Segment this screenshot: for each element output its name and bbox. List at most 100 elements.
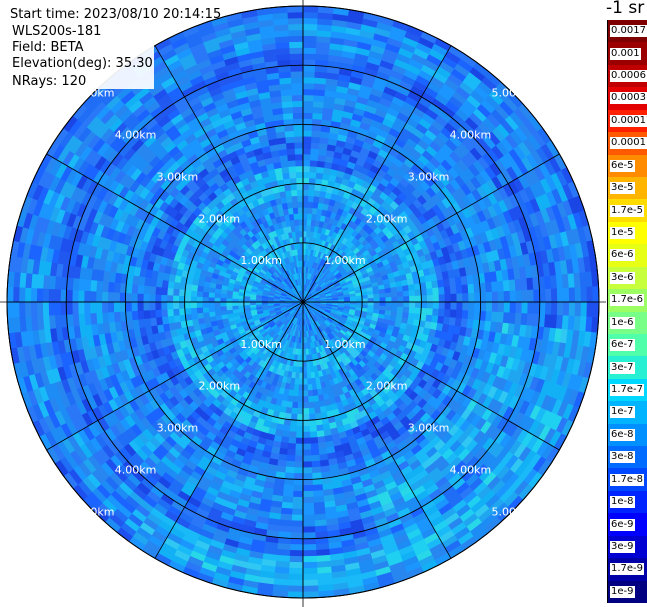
ppi-cell bbox=[309, 425, 317, 433]
ppi-cell bbox=[302, 64, 316, 72]
ppi-cell bbox=[291, 514, 304, 522]
ppi-cell bbox=[373, 301, 381, 307]
ppi-cell bbox=[311, 389, 319, 397]
ppi-cell bbox=[302, 118, 313, 125]
ppi-cell bbox=[367, 294, 375, 299]
ppi-cell bbox=[107, 311, 115, 323]
ppi-cell bbox=[125, 292, 132, 303]
ppi-cell bbox=[302, 354, 307, 362]
ppi-cell bbox=[468, 292, 475, 303]
ppi-cell bbox=[292, 490, 304, 498]
ppi-cell bbox=[302, 88, 315, 96]
ppi-cell bbox=[302, 467, 313, 474]
ppi-cell bbox=[143, 309, 151, 320]
ppi-cell bbox=[302, 58, 317, 66]
ppi-cell bbox=[172, 308, 180, 316]
ppi-cell bbox=[299, 248, 304, 256]
ppi-cell bbox=[307, 384, 313, 392]
ppi-cell bbox=[292, 395, 299, 403]
ppi-cell bbox=[172, 294, 180, 303]
ppi-cell bbox=[480, 301, 487, 312]
ppi-cell bbox=[202, 306, 210, 313]
ppi-cell bbox=[450, 301, 458, 311]
ppi-cell bbox=[101, 280, 110, 293]
ppi-cell bbox=[148, 285, 157, 295]
ppi-cell bbox=[184, 295, 191, 303]
ppi-cell bbox=[160, 301, 168, 310]
ppi-cell bbox=[533, 289, 541, 303]
ppi-cell bbox=[302, 195, 309, 202]
ppi-cell bbox=[503, 290, 511, 303]
ppi-cell bbox=[302, 479, 313, 486]
ppi-cell bbox=[296, 189, 304, 196]
ppi-cell bbox=[243, 301, 251, 306]
ppi-cell bbox=[148, 301, 156, 311]
ppi-cell bbox=[415, 301, 422, 309]
ppi-cell bbox=[312, 106, 324, 114]
ppi-cell bbox=[299, 242, 304, 250]
ppi-cell bbox=[285, 454, 296, 462]
ppi-cell bbox=[113, 281, 121, 293]
ppi-cell bbox=[89, 290, 97, 303]
ppi-cell bbox=[83, 301, 91, 314]
ppi-cell bbox=[184, 289, 192, 297]
ppi-cell bbox=[390, 286, 398, 294]
ppi-cell bbox=[293, 130, 304, 137]
ppi-cell bbox=[456, 293, 464, 303]
ppi-cell bbox=[202, 291, 210, 298]
ppi-cell bbox=[397, 296, 404, 303]
ppi-cell bbox=[302, 490, 314, 498]
ppi-cell bbox=[438, 294, 446, 303]
ppi-cell bbox=[142, 301, 150, 311]
ppi-cell bbox=[291, 94, 304, 102]
ppi-cell bbox=[285, 195, 293, 203]
ppi-cell bbox=[309, 165, 318, 173]
ppi-cell bbox=[403, 301, 410, 308]
ppi-cell bbox=[302, 532, 316, 540]
ppi-cell bbox=[302, 366, 308, 374]
ppi-cell bbox=[289, 171, 297, 179]
ppi-cell bbox=[455, 284, 463, 295]
ppi-cell bbox=[289, 58, 304, 66]
ppi-cell bbox=[302, 183, 310, 190]
ppi-cell bbox=[311, 130, 322, 138]
ppi-cell bbox=[450, 293, 458, 303]
ppi-cell bbox=[281, 495, 294, 504]
ppi-cell bbox=[311, 460, 321, 468]
ppi-cell bbox=[491, 301, 499, 313]
ppi-cell bbox=[178, 301, 186, 309]
ppi-cell bbox=[414, 289, 422, 297]
ppi-cell bbox=[396, 291, 404, 298]
ppi-cell bbox=[296, 414, 304, 421]
ppi-cell bbox=[137, 284, 145, 294]
ppi-cell bbox=[521, 289, 529, 303]
ppi-cell bbox=[296, 177, 304, 185]
ppi-cell bbox=[533, 301, 541, 315]
ppi-cell bbox=[302, 94, 315, 102]
ppi-cell bbox=[302, 538, 317, 546]
ppi-cell bbox=[302, 372, 308, 380]
ppi-cell bbox=[302, 147, 312, 155]
ppi-cell bbox=[390, 291, 398, 298]
ppi-cell bbox=[289, 419, 298, 427]
ppi-cell bbox=[302, 76, 316, 84]
ppi-cell bbox=[213, 306, 221, 312]
ppi-cell bbox=[391, 296, 399, 303]
ppi-cell bbox=[432, 294, 440, 303]
ppi-cell bbox=[302, 384, 308, 392]
ppi-cell bbox=[225, 305, 233, 311]
ppi-cell bbox=[297, 195, 304, 202]
ppi-plot: 1.00km1.00km1.00km1.00km2.00km2.00km2.00… bbox=[0, 0, 606, 607]
ppi-cell bbox=[282, 112, 294, 120]
ppi-cell bbox=[293, 467, 304, 474]
ppi-cell bbox=[196, 306, 204, 314]
ppi-cell bbox=[302, 526, 316, 534]
ppi-cell bbox=[286, 201, 294, 209]
ppi-cell bbox=[462, 293, 470, 303]
ppi-cell bbox=[143, 284, 151, 295]
ppi-cell bbox=[154, 293, 162, 303]
ppi-cell bbox=[291, 82, 304, 90]
ppi-cell bbox=[95, 301, 103, 314]
ppi-cell bbox=[284, 130, 295, 138]
ppi-cell bbox=[307, 389, 314, 397]
